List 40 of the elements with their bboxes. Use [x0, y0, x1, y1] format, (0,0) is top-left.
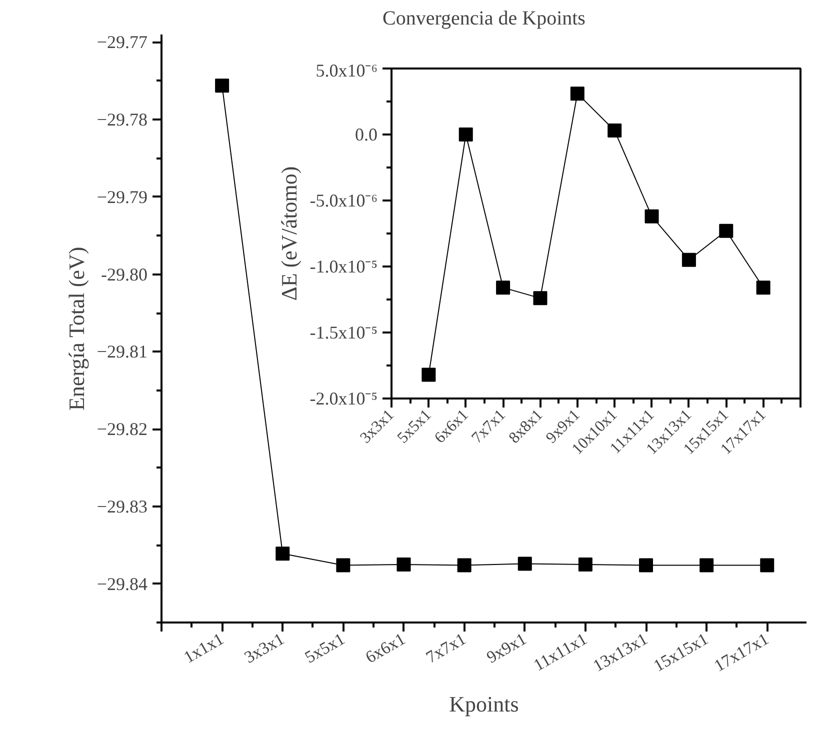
y-tick-label: −29.81 [96, 342, 148, 362]
y-tick-label: −29.78 [96, 110, 148, 130]
point [533, 291, 548, 306]
point [700, 558, 714, 572]
chart-title: Convergencia de Kpoints [382, 8, 586, 30]
point [422, 368, 436, 382]
y-tick-label: −29.82 [96, 419, 148, 440]
y-tick-label: -2.0x10⁻⁵ [310, 388, 378, 408]
point [496, 280, 510, 295]
y-tick-label: -1.5x10⁻⁵ [310, 322, 378, 342]
x-tick-label: 7x7x1 [422, 629, 470, 667]
y-tick-label: −29.79 [96, 186, 148, 207]
point [518, 556, 532, 571]
point [760, 558, 774, 572]
point [644, 209, 659, 224]
point [719, 224, 734, 238]
point [570, 86, 584, 101]
point [458, 128, 473, 142]
point [336, 558, 350, 572]
point [215, 78, 230, 93]
point [756, 280, 770, 295]
point [608, 124, 622, 138]
point [396, 557, 411, 572]
y-tick-label: −29.77 [96, 32, 148, 52]
point [276, 546, 290, 561]
point [457, 558, 472, 572]
x-tick-label: 6x6x1 [362, 629, 409, 667]
point [682, 252, 696, 267]
point [639, 558, 654, 572]
y-tick-label: −29.84 [96, 574, 148, 594]
y-tick-label: -29.80 [101, 264, 148, 284]
y-axis-title: ΔE (eV/átomo) [276, 166, 302, 301]
y-tick-label: 0.0 [355, 124, 378, 144]
point [578, 557, 592, 572]
y-tick-label: −29.83 [96, 496, 148, 516]
y-tick-label: 5.0x10⁻⁶ [316, 60, 378, 80]
y-tick-label: -1.0x10⁻⁵ [310, 256, 378, 276]
y-axis-title: Energía Total (eV) [64, 246, 89, 411]
y-tick-label: -5.0x10⁻⁶ [310, 190, 378, 210]
x-axis-title: Kpoints [449, 692, 519, 717]
